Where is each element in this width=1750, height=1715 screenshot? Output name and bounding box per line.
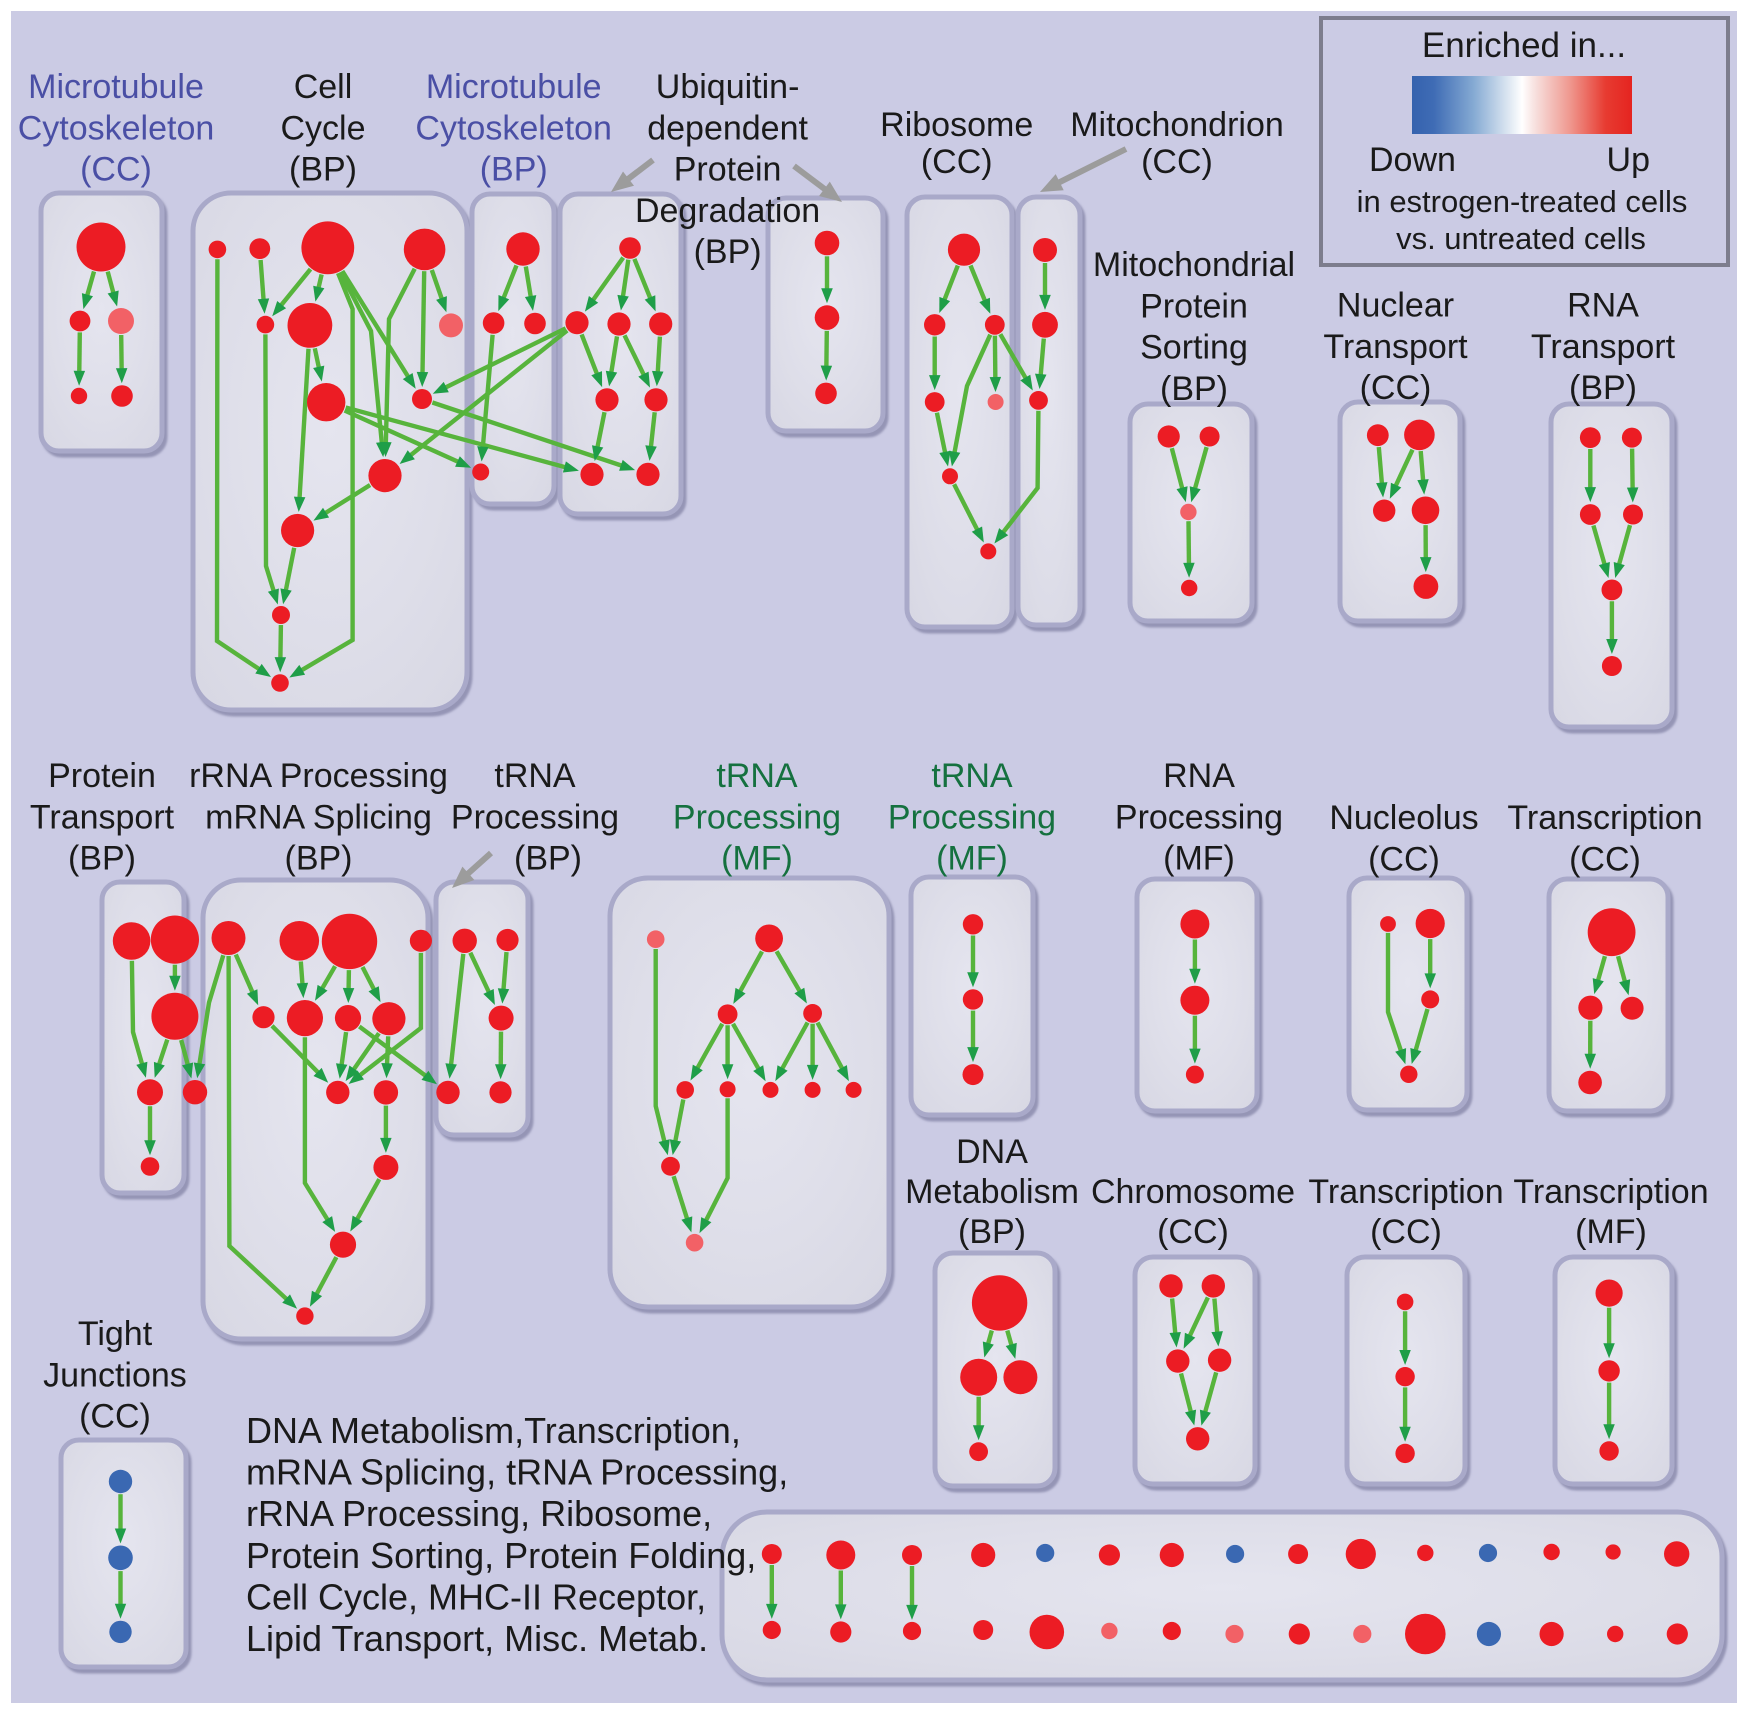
svg-text:Enriched in...: Enriched in... <box>1422 26 1626 65</box>
svg-text:tRNA: tRNA <box>931 757 1013 795</box>
svg-text:Processing: Processing <box>1115 798 1283 836</box>
svg-text:(BP): (BP) <box>514 840 582 878</box>
svg-text:Lipid Transport, Misc. Metab.: Lipid Transport, Misc. Metab. <box>246 1618 708 1659</box>
svg-text:Mitochondrion: Mitochondrion <box>1070 106 1284 144</box>
svg-text:Cell: Cell <box>294 68 353 106</box>
svg-text:(BP): (BP) <box>1160 370 1228 408</box>
svg-text:(CC): (CC) <box>1141 143 1213 181</box>
svg-text:Protein: Protein <box>674 151 782 189</box>
svg-text:Degradation: Degradation <box>635 192 820 230</box>
svg-text:(MF): (MF) <box>936 840 1008 878</box>
svg-text:(CC): (CC) <box>79 1398 151 1436</box>
svg-text:Cycle: Cycle <box>280 109 365 147</box>
svg-text:Tight: Tight <box>78 1315 153 1353</box>
svg-text:Microtubule: Microtubule <box>426 68 602 106</box>
svg-text:mRNA Splicing: mRNA Splicing <box>205 798 432 836</box>
svg-text:(CC): (CC) <box>80 151 152 189</box>
svg-text:Up: Up <box>1607 141 1650 179</box>
svg-text:tRNA: tRNA <box>716 757 798 795</box>
svg-text:rRNA Processing, Ribosome,: rRNA Processing, Ribosome, <box>246 1493 712 1534</box>
svg-text:(BP): (BP) <box>480 151 548 189</box>
svg-text:Processing: Processing <box>451 798 619 836</box>
svg-text:(BP): (BP) <box>694 233 762 271</box>
svg-text:DNA Metabolism,Transcription,: DNA Metabolism,Transcription, <box>246 1410 741 1451</box>
svg-text:(BP): (BP) <box>289 151 357 189</box>
svg-text:(BP): (BP) <box>285 840 353 878</box>
svg-text:(MF): (MF) <box>1163 840 1235 878</box>
svg-text:in estrogen-treated cells: in estrogen-treated cells <box>1357 184 1688 219</box>
svg-text:Nucleolus: Nucleolus <box>1329 799 1478 837</box>
svg-text:Ribosome: Ribosome <box>880 106 1033 144</box>
svg-text:(CC): (CC) <box>1370 1213 1442 1251</box>
svg-text:Down: Down <box>1369 141 1456 179</box>
svg-text:Protein Sorting, Protein Foldi: Protein Sorting, Protein Folding, <box>246 1535 756 1576</box>
svg-text:(MF): (MF) <box>721 840 793 878</box>
svg-text:Protein: Protein <box>48 757 156 795</box>
svg-text:Cell Cycle, MHC-II Receptor,: Cell Cycle, MHC-II Receptor, <box>246 1576 706 1617</box>
svg-text:Cytoskeleton: Cytoskeleton <box>18 109 215 147</box>
svg-text:(CC): (CC) <box>1360 369 1432 407</box>
svg-text:RNA: RNA <box>1567 287 1639 325</box>
svg-text:dependent: dependent <box>647 109 808 147</box>
svg-text:Cytoskeleton: Cytoskeleton <box>415 109 612 147</box>
svg-text:(CC): (CC) <box>921 143 993 181</box>
svg-text:(BP): (BP) <box>68 840 136 878</box>
svg-text:(CC): (CC) <box>1569 840 1641 878</box>
svg-text:Processing: Processing <box>673 798 841 836</box>
svg-text:Microtubule: Microtubule <box>28 68 204 106</box>
svg-text:(CC): (CC) <box>1157 1213 1229 1251</box>
svg-text:Transport: Transport <box>30 798 175 836</box>
svg-text:Processing: Processing <box>888 798 1056 836</box>
svg-text:Transport: Transport <box>1531 328 1676 366</box>
svg-text:Sorting: Sorting <box>1140 329 1248 367</box>
svg-text:Protein: Protein <box>1140 287 1248 325</box>
svg-text:Chromosome: Chromosome <box>1091 1173 1295 1211</box>
svg-text:vs. untreated cells: vs. untreated cells <box>1396 221 1646 256</box>
svg-text:mRNA Splicing, tRNA Processing: mRNA Splicing, tRNA Processing, <box>246 1452 788 1493</box>
svg-text:Nuclear: Nuclear <box>1337 287 1454 325</box>
svg-text:Transcription: Transcription <box>1507 799 1702 837</box>
svg-text:(MF): (MF) <box>1575 1213 1647 1251</box>
svg-text:Transcription: Transcription <box>1308 1173 1503 1211</box>
svg-text:Ubiquitin-: Ubiquitin- <box>656 68 800 106</box>
svg-text:Mitochondrial: Mitochondrial <box>1093 246 1295 284</box>
svg-text:RNA: RNA <box>1163 757 1235 795</box>
svg-text:(CC): (CC) <box>1368 840 1440 878</box>
svg-text:tRNA: tRNA <box>494 757 576 795</box>
svg-text:Junctions: Junctions <box>43 1356 187 1394</box>
svg-text:Transport: Transport <box>1323 328 1468 366</box>
svg-text:(BP): (BP) <box>1569 369 1637 407</box>
svg-text:DNA: DNA <box>956 1133 1028 1171</box>
svg-text:Transcription: Transcription <box>1513 1173 1708 1211</box>
svg-text:rRNA Processing: rRNA Processing <box>189 757 448 795</box>
svg-text:Metabolism: Metabolism <box>905 1173 1079 1211</box>
svg-text:(BP): (BP) <box>958 1213 1026 1251</box>
